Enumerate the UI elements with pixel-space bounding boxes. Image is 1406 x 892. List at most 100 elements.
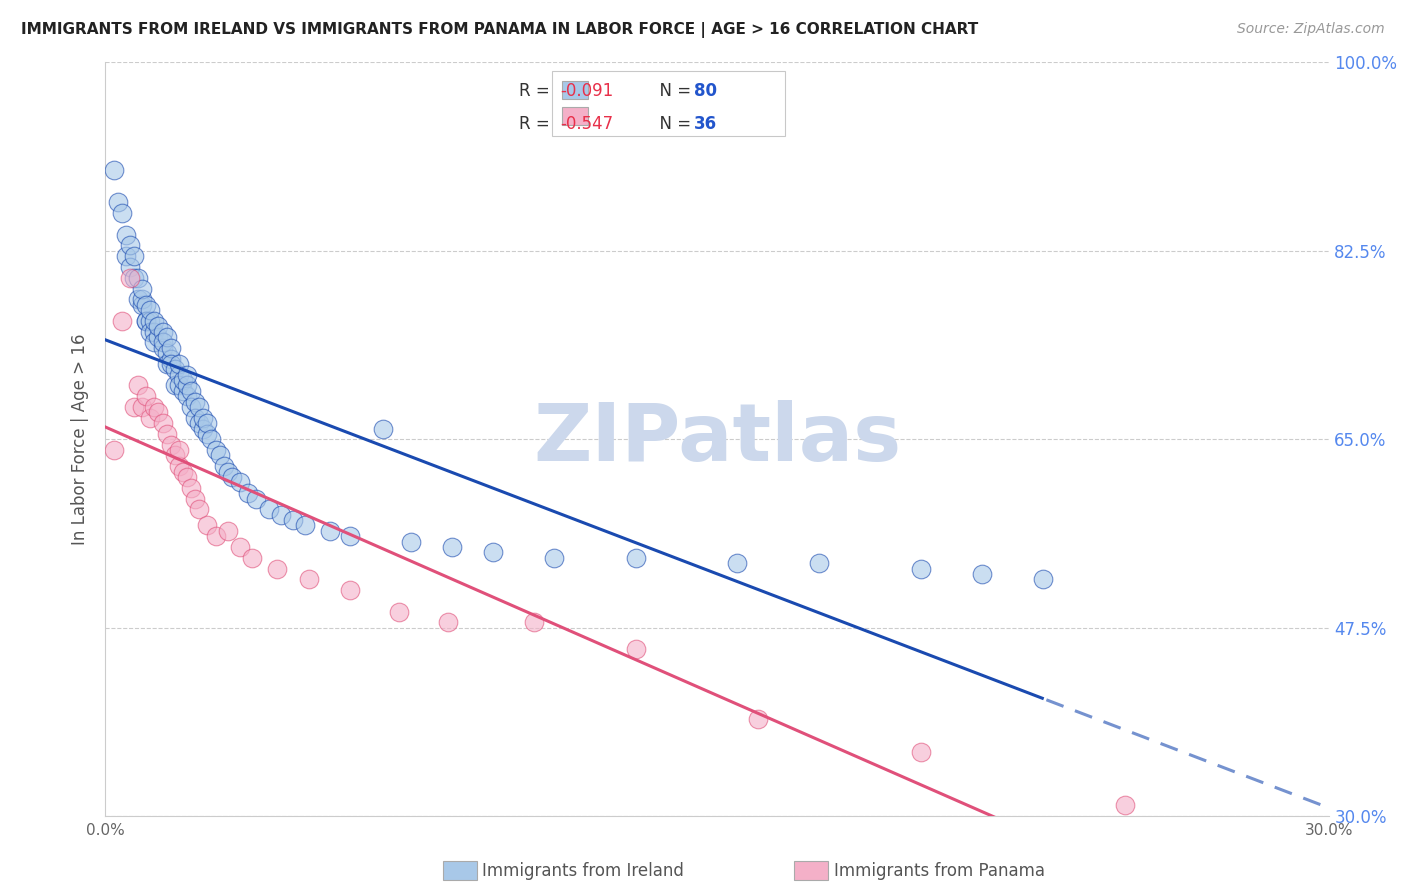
Point [127,378,149,392]
Point [118,260,141,274]
Point [167,368,190,382]
Point [184,491,207,506]
Point [135,298,157,312]
Text: Immigrants from Ireland: Immigrants from Ireland [482,862,685,880]
Point [131,298,153,312]
Point [115,249,138,263]
Point [270,508,292,522]
Point [266,561,288,575]
Text: N =: N = [648,115,696,133]
Y-axis label: In Labor Force | Age > 16: In Labor Force | Age > 16 [72,334,90,545]
Point [188,502,211,516]
Point [152,325,174,339]
Text: Immigrants from Panama: Immigrants from Panama [834,862,1045,880]
Point [156,330,179,344]
Point [143,335,166,350]
Point [131,400,153,414]
Point [1032,572,1054,586]
Text: ZIPatlas: ZIPatlas [533,401,901,478]
Text: 80: 80 [693,82,717,100]
Point [103,443,125,458]
Point [188,416,211,430]
Point [167,459,190,474]
Point [481,545,505,559]
Point [176,368,198,382]
Point [122,270,145,285]
Point [118,238,141,252]
Point [217,524,239,538]
Point [747,712,769,726]
Point [148,330,170,344]
Point [122,400,145,414]
Text: -0.091: -0.091 [561,82,614,100]
Point [139,314,162,328]
Point [139,325,162,339]
Point [127,270,149,285]
Point [163,362,186,376]
Point [115,227,138,242]
Point [180,384,202,398]
Point [257,502,280,516]
Point [107,195,129,210]
Point [401,534,423,549]
Point [624,550,647,565]
Point [163,449,186,463]
Point [131,282,153,296]
Point [131,293,153,307]
Point [240,550,263,565]
Text: Source: ZipAtlas.com: Source: ZipAtlas.com [1237,22,1385,37]
Point [159,341,181,355]
Point [339,583,361,598]
Point [103,163,125,178]
Point [236,486,260,500]
Point [197,518,219,533]
Point [229,540,252,554]
Text: N =: N = [648,82,696,100]
Point [184,394,207,409]
Point [172,465,194,479]
Point [184,410,207,425]
Point [229,475,252,490]
Point [143,314,166,328]
Point [193,421,215,435]
Point [152,335,174,350]
Point [193,410,215,425]
Point [159,357,181,371]
Point [167,357,190,371]
Point [910,745,932,759]
Point [180,400,202,414]
Point [388,605,411,619]
Point [1114,798,1136,813]
Text: 36: 36 [693,115,717,133]
Point [172,384,194,398]
Point [167,443,190,458]
Point [217,465,239,479]
Point [172,373,194,387]
Point [152,416,174,430]
Point [176,470,198,484]
Point [143,325,166,339]
Point [143,400,166,414]
Point [148,405,170,419]
Text: -0.547: -0.547 [561,115,613,133]
Text: IMMIGRANTS FROM IRELAND VS IMMIGRANTS FROM PANAMA IN LABOR FORCE | AGE > 16 CORR: IMMIGRANTS FROM IRELAND VS IMMIGRANTS FR… [21,22,979,38]
Point [152,341,174,355]
Point [318,524,342,538]
Point [159,438,181,452]
Point [176,389,198,403]
Point [176,378,198,392]
Point [111,314,134,328]
Point [135,314,157,328]
Point [135,314,157,328]
Point [910,561,932,575]
Point [298,572,321,586]
Point [139,303,162,318]
Point [523,615,546,630]
Point [148,319,170,334]
Point [204,529,226,543]
Point [543,550,565,565]
Point [156,426,179,441]
Point [245,491,267,506]
Point [139,410,162,425]
Point [118,270,141,285]
